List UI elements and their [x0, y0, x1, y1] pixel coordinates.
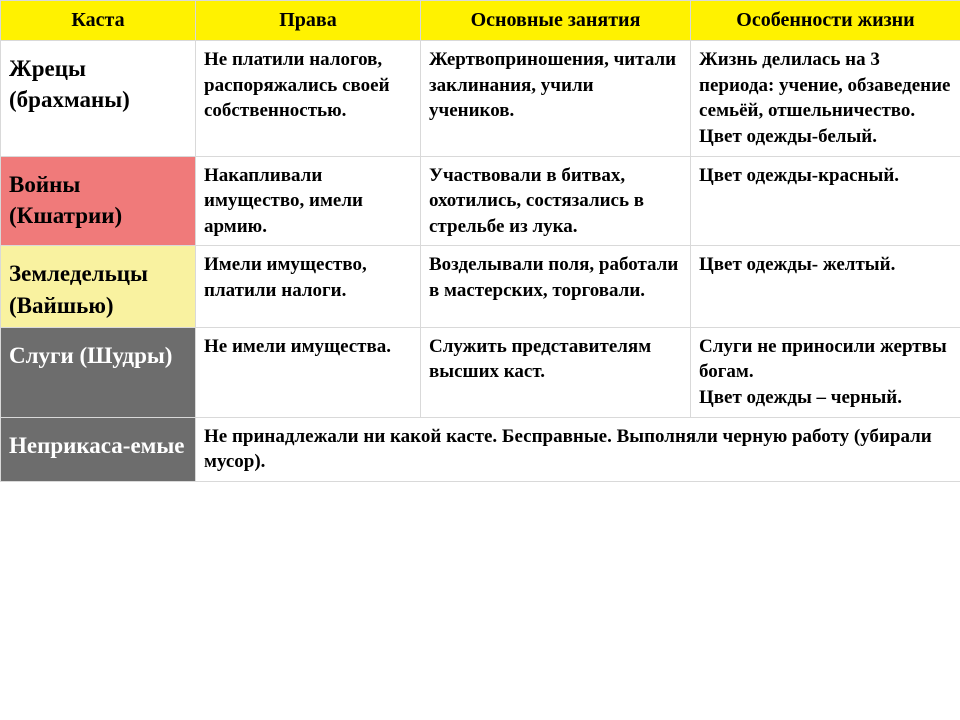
caste-name: Неприкаса-емые: [1, 417, 196, 481]
caste-occup: Возделывали поля, работали в мастерских,…: [421, 246, 691, 327]
table-body: Жрецы (брахманы) Не платили налогов, рас…: [1, 41, 960, 482]
caste-name: Жрецы (брахманы): [1, 41, 196, 157]
caste-life: Цвет одежды- желтый.: [691, 246, 960, 327]
caste-name: Войны (Кшатрии): [1, 156, 196, 246]
caste-occup: Участвовали в битвах, охотились, состяза…: [421, 156, 691, 246]
table-row: Земледельцы (Вайшью) Имели имущество, пл…: [1, 246, 960, 327]
caste-occup: Жертвоприношения, читали заклинания, учи…: [421, 41, 691, 157]
table-row: Жрецы (брахманы) Не платили налогов, рас…: [1, 41, 960, 157]
table-row: Слуги (Шудры) Не имели имущества. Служит…: [1, 327, 960, 417]
caste-rights: Имели имущество, платили налоги.: [196, 246, 421, 327]
caste-name: Земледельцы (Вайшью): [1, 246, 196, 327]
table-row-untouchables: Неприкаса-емые Не принадлежали ни какой …: [1, 417, 960, 481]
table-header: Каста Права Основные занятия Особенности…: [1, 1, 960, 41]
col-occupations: Основные занятия: [421, 1, 691, 41]
col-caste: Каста: [1, 1, 196, 41]
caste-occup: Служить представителям высших каст.: [421, 327, 691, 417]
col-rights: Права: [196, 1, 421, 41]
caste-rights: Не платили налогов, распоряжались своей …: [196, 41, 421, 157]
caste-life: Слуги не приносили жертвы богам.Цвет оде…: [691, 327, 960, 417]
caste-rights: Накапливали имущество, имели армию.: [196, 156, 421, 246]
caste-name: Слуги (Шудры): [1, 327, 196, 417]
caste-life: Цвет одежды-красный.: [691, 156, 960, 246]
col-life: Особенности жизни: [691, 1, 960, 41]
caste-merged-description: Не принадлежали ни какой касте. Бесправн…: [196, 417, 960, 481]
caste-rights: Не имели имущества.: [196, 327, 421, 417]
caste-table: Каста Права Основные занятия Особенности…: [0, 0, 960, 482]
caste-life: Жизнь делилась на 3 периода: учение, обз…: [691, 41, 960, 157]
table-row: Войны (Кшатрии) Накапливали имущество, и…: [1, 156, 960, 246]
